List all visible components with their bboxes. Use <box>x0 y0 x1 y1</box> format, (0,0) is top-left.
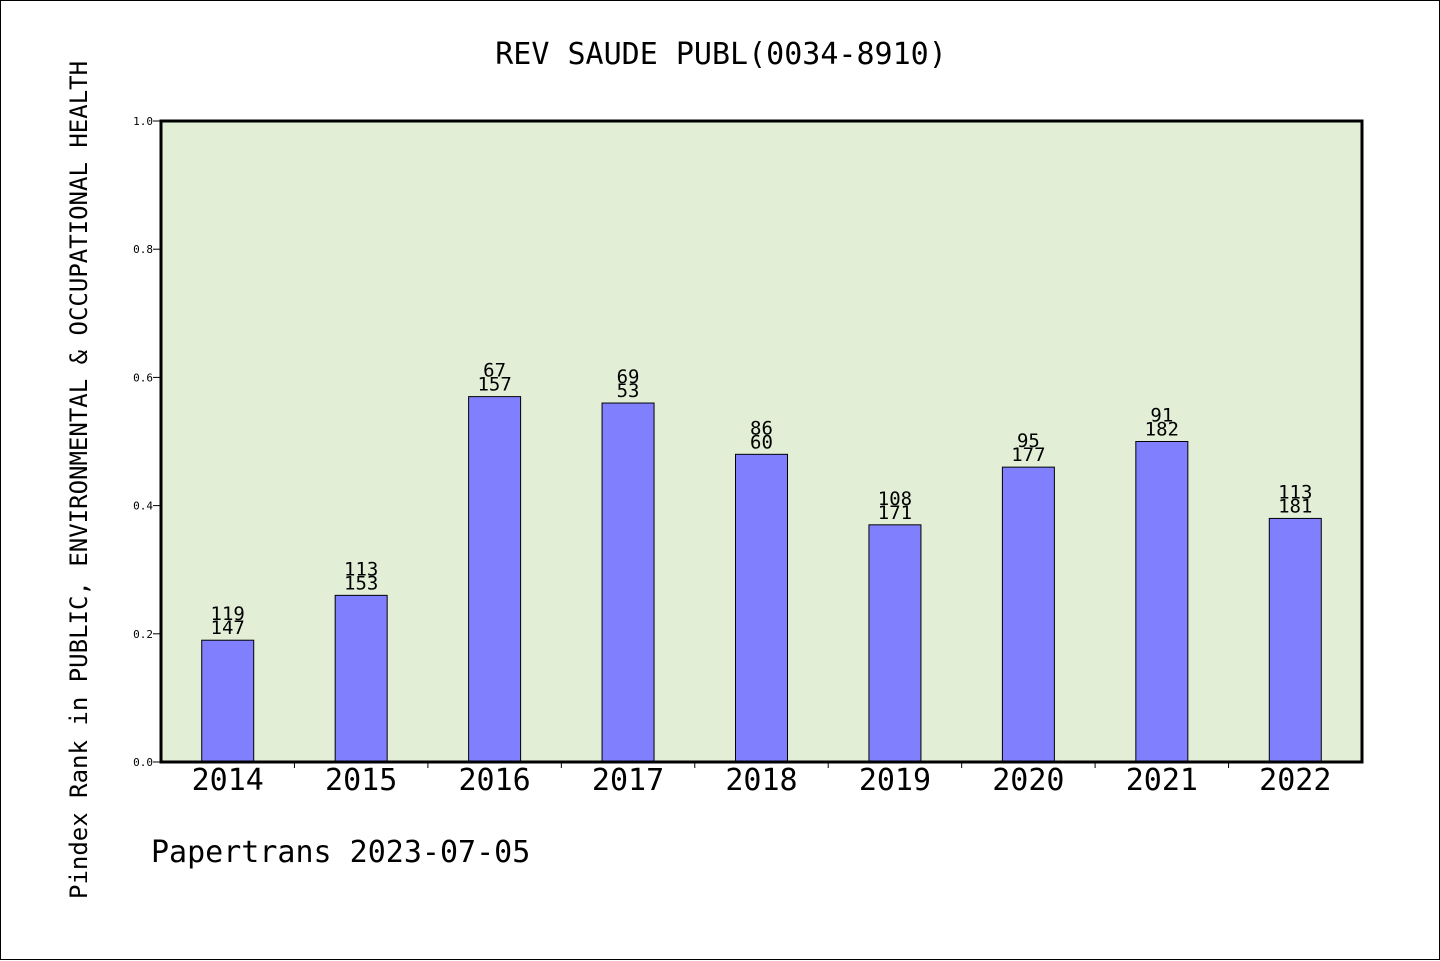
bar-label-bottom: 147 <box>211 617 245 639</box>
bar-label-top: 86 <box>750 417 773 439</box>
bar-label-top: 67 <box>483 360 506 382</box>
y-tick-label: 0.4 <box>133 500 153 513</box>
x-tick-label: 2022 <box>1259 763 1331 798</box>
y-tick-label: 0.8 <box>133 243 153 256</box>
x-tick-label: 2014 <box>192 763 264 798</box>
bar <box>735 453 788 763</box>
bar-label-top: 113 <box>1278 481 1312 503</box>
x-tick-label: 2020 <box>992 763 1064 798</box>
bar <box>334 594 388 763</box>
footer-credit: Papertrans 2023-07-05 <box>151 835 531 870</box>
bar-label-bottom: 60 <box>750 431 773 453</box>
bar-label-bottom: 157 <box>477 374 511 396</box>
bar <box>1268 517 1322 763</box>
bar-label-bottom: 182 <box>1145 419 1179 441</box>
bar <box>201 639 255 763</box>
plot-border <box>159 119 1364 764</box>
bar <box>601 402 655 763</box>
bar-label-bottom: 153 <box>344 572 378 594</box>
x-tick-label: 2018 <box>725 763 797 798</box>
bar-label-bottom: 181 <box>1278 495 1312 517</box>
y-tick-label: 0.6 <box>133 371 153 384</box>
chart-title: REV SAUDE PUBL(0034-8910) <box>495 37 947 72</box>
y-tick-label: 0.0 <box>133 756 153 769</box>
x-tick-label: 2017 <box>592 763 664 798</box>
x-tick-label: 2021 <box>1126 763 1198 798</box>
bar-label-top: 108 <box>878 488 912 510</box>
bar-label-bottom: 53 <box>617 380 640 402</box>
bar <box>468 396 522 763</box>
bar <box>1001 466 1055 763</box>
x-tick-label: 2019 <box>859 763 931 798</box>
bar-label-top: 91 <box>1150 405 1173 427</box>
bar-label-top: 95 <box>1017 430 1040 452</box>
bar-label-top: 69 <box>617 366 640 388</box>
y-tick-label: 1.0 <box>133 115 153 128</box>
bar-label-top: 119 <box>211 603 245 625</box>
bar-label-bottom: 177 <box>1011 444 1045 466</box>
bar <box>868 524 922 763</box>
x-tick-label: 2015 <box>325 763 397 798</box>
x-tick-label: 2016 <box>458 763 530 798</box>
bar-label-bottom: 171 <box>878 502 912 524</box>
bar-label-top: 113 <box>344 558 378 580</box>
y-tick-label: 0.2 <box>133 628 153 641</box>
bar <box>1135 441 1189 763</box>
